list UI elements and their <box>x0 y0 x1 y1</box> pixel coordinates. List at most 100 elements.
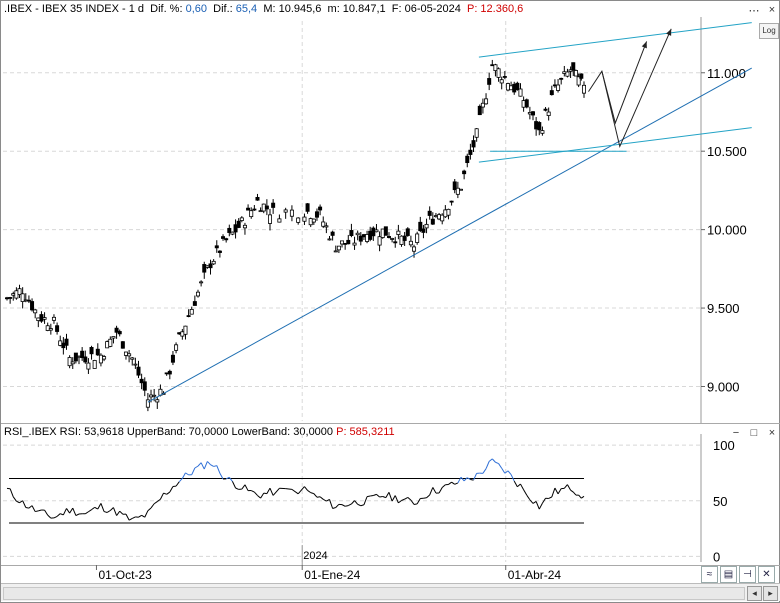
candle-up <box>111 336 116 339</box>
x-tick-label: 01-Oct-23 <box>98 568 152 582</box>
rsi-line-segment <box>529 499 534 504</box>
rsi-line-segment <box>85 511 89 515</box>
candle-down <box>534 121 539 130</box>
save-icon[interactable]: ▤ <box>720 566 737 583</box>
log-scale-button[interactable]: Log <box>759 23 779 39</box>
rsi-line-segment <box>457 476 462 484</box>
rsi-line-segment <box>231 481 237 489</box>
horizontal-scrollbar[interactable]: ◂ ▸ <box>1 584 780 601</box>
rsi-line-segment <box>244 484 249 491</box>
candle-down <box>117 331 122 335</box>
close-icon[interactable]: × <box>768 4 776 16</box>
rsi-line-segment <box>572 491 577 496</box>
rsi-line-segment <box>103 511 108 513</box>
candle-down <box>462 170 467 175</box>
rsi-line-segment <box>563 484 568 489</box>
candle-up <box>521 100 526 108</box>
dif-pct-value: 0,60 <box>185 3 208 15</box>
candle-up <box>289 209 294 217</box>
candle-up <box>340 240 345 245</box>
rsi-close-icon[interactable]: × <box>768 427 776 439</box>
candle-up <box>105 341 110 349</box>
rsi-line-segment <box>253 491 258 496</box>
rsi-line-segment <box>203 461 208 470</box>
rsi-line-segment <box>56 513 61 517</box>
minimize-icon[interactable]: − <box>732 427 740 439</box>
candle-down <box>221 236 226 239</box>
dif-label: Dif.: <box>213 3 233 15</box>
candle-down <box>208 263 213 269</box>
candle-down <box>386 236 391 238</box>
candle-down <box>349 230 354 236</box>
candle-up <box>17 288 22 295</box>
candle-down <box>252 208 257 211</box>
candle-up <box>396 230 401 235</box>
rsi-line-segment <box>100 503 105 512</box>
rsi-line-segment <box>97 503 102 510</box>
rsi-line-segment <box>141 514 146 518</box>
close-chart-icon[interactable]: ✕ <box>758 566 775 583</box>
rsi-line-segment <box>235 487 239 490</box>
candle-up <box>355 232 360 236</box>
candle-up <box>365 234 370 242</box>
rsi-line-segment <box>329 499 334 509</box>
rsi-line-segment <box>535 501 540 510</box>
candle-down <box>8 297 13 299</box>
scroll-right-icon[interactable]: ▸ <box>763 586 778 601</box>
candle-down <box>358 235 363 242</box>
candle-up <box>582 84 587 94</box>
menu-icon[interactable]: ⋯ <box>748 5 760 17</box>
candle-up <box>576 76 581 86</box>
rsi-line-segment <box>272 487 280 496</box>
rsi-line-segment <box>22 500 27 508</box>
candle-up <box>556 84 561 91</box>
rsi-line-segment <box>116 510 121 516</box>
candle-down <box>421 228 426 233</box>
rsi-line-segment <box>382 496 387 499</box>
scrollbar-track[interactable] <box>3 587 745 600</box>
candle-up <box>195 291 200 297</box>
price-pane[interactable]: .IBEX - IBEX 35 INDEX - 1 d Dif. %: 0,60… <box>1 1 780 424</box>
candle-up <box>408 240 413 246</box>
channel-upper-line <box>478 22 752 58</box>
y-tick-label: 11.000 <box>707 66 746 81</box>
rsi-pane[interactable]: RSI_.IBEX RSI: 53,9618 UpperBand: 70,000… <box>1 424 780 566</box>
rsi-line-segment <box>416 498 421 505</box>
x-axis-labels: 2024 01-Oct-23 01-Ene-24 01-Abr-24 <box>95 545 561 582</box>
candle-up <box>261 203 266 212</box>
rsi-line-segment <box>548 496 553 499</box>
symbol-label: .IBEX - IBEX 35 INDEX - 1 d <box>4 3 144 15</box>
pin-icon[interactable]: ⊣ <box>739 566 756 583</box>
chart-wave-icon[interactable]: ≈ <box>701 566 718 583</box>
scroll-left-icon[interactable]: ◂ <box>747 586 762 601</box>
candle-up <box>108 338 113 347</box>
rsi-line-segment <box>269 487 274 496</box>
candle-down <box>26 299 31 302</box>
candle-up <box>509 85 514 91</box>
candle-up <box>183 325 188 335</box>
rsi-line-segment <box>313 493 318 498</box>
rsi-line-segment <box>69 507 74 514</box>
rsi-line-segment <box>181 472 186 479</box>
candle-down <box>361 234 366 238</box>
candle-down <box>224 238 229 241</box>
rsi-line-segment <box>144 510 149 518</box>
rsi-line-segment <box>257 495 261 499</box>
rsi-line-segment <box>410 499 415 505</box>
candle-down <box>465 155 470 164</box>
rsi-line-segment <box>467 477 471 480</box>
candle-up <box>155 399 160 403</box>
rsi-line-segment <box>401 498 405 501</box>
maximize-icon[interactable]: □ <box>750 427 758 439</box>
rsi-line-segment <box>307 490 311 494</box>
rsi-line-segment <box>491 458 496 463</box>
candle-up <box>58 340 63 346</box>
rsi-line-segment <box>266 487 271 494</box>
rsi-p-label: P: 585,3211 <box>336 426 395 438</box>
candle-up <box>415 233 420 243</box>
candle-down <box>549 90 554 96</box>
candle-up <box>336 245 341 251</box>
rsi-line-segment <box>570 489 574 493</box>
candle-up <box>33 309 38 314</box>
candle-up <box>540 130 545 134</box>
